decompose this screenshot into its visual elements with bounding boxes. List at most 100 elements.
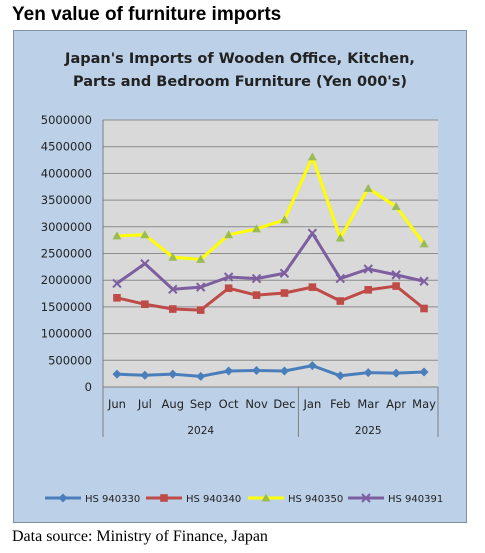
legend-label: HS 940340	[186, 494, 241, 505]
data-point-stroke	[223, 272, 234, 282]
series-line	[116, 284, 425, 312]
data-point	[336, 297, 345, 305]
data-source-note: Data source: Ministry of Finance, Japan	[12, 528, 268, 545]
data-point-stroke	[419, 276, 429, 286]
y-tick-label: 4500000	[41, 140, 92, 154]
data-point	[168, 369, 178, 379]
data-point	[140, 258, 150, 269]
y-tick-label: 1500000	[41, 300, 92, 314]
legend-label: HS 940350	[288, 494, 343, 505]
series-lines	[112, 152, 429, 381]
data-point	[261, 493, 271, 502]
data-point	[364, 286, 373, 294]
data-point	[140, 370, 150, 380]
data-point	[308, 283, 317, 291]
year-group-label: 2024	[187, 425, 214, 437]
x-tick-label: Sep	[190, 397, 212, 411]
x-tick-label: Mar	[357, 397, 379, 411]
y-tick-label: 2000000	[41, 273, 92, 287]
data-point-stroke	[307, 228, 318, 238]
y-tick-label: 1000000	[41, 327, 92, 341]
data-point	[112, 278, 122, 289]
data-point-stroke	[168, 284, 178, 294]
page-heading: Yen value of furniture imports	[12, 4, 282, 25]
data-point	[307, 228, 318, 238]
series-line	[116, 231, 425, 291]
data-point-stroke	[363, 264, 373, 274]
y-tick-label: 3000000	[41, 220, 92, 234]
data-point	[361, 493, 371, 503]
data-point	[224, 366, 234, 376]
gridlines	[103, 119, 438, 388]
data-point	[112, 231, 122, 240]
data-point-stroke	[196, 282, 206, 292]
data-point	[140, 230, 150, 239]
data-point	[363, 264, 373, 274]
x-tick-label: Jul	[137, 397, 152, 411]
data-point	[168, 305, 177, 313]
data-point	[419, 367, 429, 377]
chart-title-line-1: Japan's Imports of Wooden Office, Kitche…	[64, 51, 415, 67]
series-hs-940391	[112, 228, 429, 294]
x-tick-label: Feb	[330, 397, 350, 411]
data-point	[363, 183, 373, 192]
data-point	[168, 252, 178, 261]
data-point-stroke	[361, 493, 371, 503]
series-hs-940340	[113, 282, 428, 314]
data-point	[279, 215, 289, 224]
data-point	[419, 276, 429, 286]
series-hs-940350	[112, 152, 429, 263]
data-point	[252, 224, 262, 233]
data-point	[307, 361, 317, 371]
data-point	[392, 282, 400, 290]
y-tick-label: 4000000	[41, 166, 92, 180]
data-point-stroke	[112, 278, 122, 289]
data-point	[160, 494, 168, 502]
y-axis-ticks: 0 500000 1000000 1500000 2000000 2500000 30000…	[41, 113, 92, 394]
data-point	[224, 230, 234, 239]
y-tick-label: 3500000	[41, 193, 92, 207]
y-tick-label: 2500000	[41, 247, 92, 261]
legend-label: HS 940330	[85, 494, 140, 505]
data-point	[391, 202, 401, 211]
x-tick-label: Jun	[107, 397, 126, 411]
x-axis-ticks: Jun Jul Aug Sep Oct Nov Dec Jan Feb Mar Apr May	[107, 397, 436, 411]
data-point	[113, 294, 121, 302]
data-point-stroke	[279, 268, 290, 278]
data-point	[168, 284, 178, 294]
legend-entry: HS 940340	[146, 494, 241, 505]
legend-entry: HS 940391	[348, 493, 443, 505]
data-point	[58, 493, 68, 503]
data-point	[335, 371, 345, 381]
data-point	[224, 284, 233, 293]
data-point	[196, 254, 206, 263]
data-point	[280, 289, 289, 297]
data-point-stroke	[140, 258, 150, 269]
x-tick-label: Aug	[162, 397, 184, 411]
data-point	[279, 268, 290, 278]
x-tick-label: Apr	[386, 397, 406, 411]
x-tick-label: Nov	[245, 397, 268, 411]
axes	[102, 120, 438, 388]
x-tick-label: Jan	[303, 397, 322, 411]
year-group-label: 2025	[355, 425, 382, 437]
data-point-stroke	[391, 270, 401, 280]
data-point	[252, 291, 261, 299]
y-tick-label: 5000000	[41, 113, 92, 127]
data-point	[252, 365, 262, 375]
legend-label: HS 940391	[388, 494, 443, 505]
legend-entry: HS 940350	[248, 493, 343, 505]
x-tick-label: Oct	[219, 397, 239, 411]
data-point-stroke	[335, 273, 345, 284]
data-point	[420, 304, 428, 313]
data-point	[391, 368, 401, 378]
series-line	[116, 364, 425, 378]
chart-title-line-2: Parts and Bedroom Furniture (Yen 000's)	[73, 74, 407, 90]
x-tick-label: Dec	[273, 397, 295, 411]
data-point	[196, 282, 206, 292]
legend: HS 940330 HS 940340 HS 940350 HS 940391	[45, 493, 443, 505]
data-point	[251, 273, 262, 284]
x-tick-label: May	[412, 397, 436, 411]
legend-entry: HS 940330	[45, 493, 140, 505]
y-tick-label: 0	[85, 380, 92, 394]
